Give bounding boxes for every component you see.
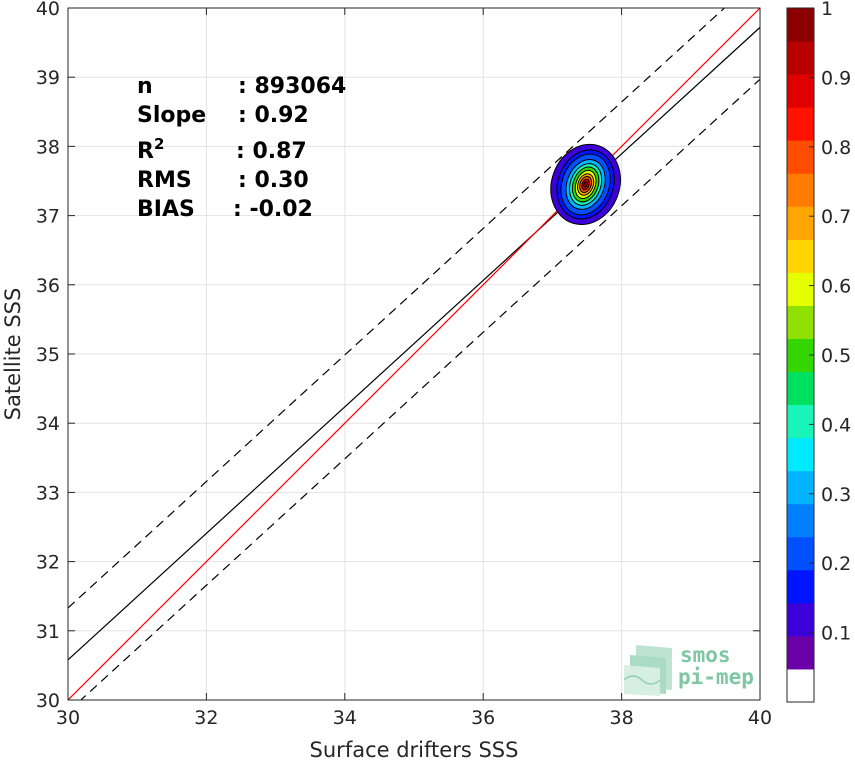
stat-label-superscript: 2 [154, 135, 164, 153]
y-tick-label: 35 [36, 344, 60, 366]
colorbar-band [787, 41, 814, 75]
y-tick-label: 34 [36, 413, 60, 435]
stat-label: Slope [137, 103, 206, 128]
colorbar-tick-label: 0.9 [821, 67, 851, 89]
colorbar-band [787, 569, 814, 604]
colorbar-band [787, 536, 814, 571]
colorbar-tick-label: 0.8 [821, 137, 851, 159]
stat-row: Slope : 0.92 [137, 103, 309, 128]
colorbar-band [787, 206, 814, 240]
y-tick-label: 40 [36, 0, 60, 20]
logo-waves-icon [623, 645, 672, 696]
stat-row: R2: 0.87 [137, 135, 307, 164]
colorbar-band [787, 437, 814, 472]
stat-label: BIAS [137, 197, 195, 222]
stat-label: n [137, 74, 153, 99]
y-tick-label: 30 [36, 690, 60, 712]
x-tick-label: 34 [333, 707, 357, 729]
colorbar-band [787, 404, 814, 439]
reference-lines [68, 8, 760, 700]
colorbar-band [787, 239, 814, 273]
colorbar-band [787, 74, 814, 108]
grid [67, 7, 761, 701]
y-tick-label: 32 [36, 552, 60, 574]
y-axis-ticks: 30 31 32 33 34 35 36 37 38 39 40 [36, 0, 760, 712]
colorbar-tick-label: 0.2 [821, 553, 851, 575]
y-tick-label: 37 [36, 206, 60, 228]
lower-bound-dashed-line [79, 78, 760, 700]
colorbar-band [787, 635, 814, 670]
colorbar-band [787, 107, 814, 141]
y-tick-label: 36 [36, 275, 60, 297]
x-axis-label: Surface drifters SSS [310, 738, 519, 762]
stat-row: n : 893064 [137, 74, 346, 99]
colorbar-tick-label: 0.4 [821, 414, 851, 436]
x-tick-label: 30 [56, 707, 80, 729]
colorbar-band [787, 668, 814, 703]
x-axis-ticks: 30 32 34 36 38 40 [56, 8, 772, 729]
colorbar-tick-label: 0.1 [821, 623, 851, 645]
stat-label: RMS [137, 168, 192, 193]
y-tick-label: 31 [36, 621, 60, 643]
colorbar-band [787, 173, 814, 207]
smos-pi-mep-logo: smos pi-mep [623, 643, 754, 696]
identity-line [68, 8, 760, 700]
upper-bound-dashed-line [68, 8, 726, 609]
stat-value: : -0.02 [233, 197, 313, 222]
colorbar-band [787, 272, 814, 306]
stat-row: RMS : 0.30 [137, 168, 309, 193]
y-tick-label: 39 [36, 67, 60, 89]
x-tick-label: 36 [471, 707, 495, 729]
y-tick-label: 33 [36, 482, 60, 504]
density-contours [550, 143, 621, 226]
colorbar-band [787, 140, 814, 174]
colorbar-tick-label: 0.5 [821, 345, 851, 367]
x-tick-label: 32 [194, 707, 218, 729]
stat-value: : 0.30 [238, 168, 309, 193]
colorbar-band [787, 8, 814, 42]
stat-row: BIAS : -0.02 [137, 197, 313, 222]
colorbar-tick-label: 0.6 [821, 276, 851, 298]
density-contour [583, 181, 588, 188]
stat-value: : 0.87 [236, 139, 307, 164]
regression-line [68, 26, 760, 661]
colorbar-band [787, 470, 814, 505]
logo-text-smos: smos [680, 643, 731, 667]
stat-value: : 893064 [238, 74, 346, 99]
colorbar-band [787, 305, 814, 339]
y-axis-label: Satellite SSS [1, 288, 25, 421]
y-tick-label: 38 [36, 136, 60, 158]
colorbar-tick-label: 1 [821, 0, 833, 20]
x-tick-label: 40 [748, 707, 772, 729]
colorbar-band [787, 371, 814, 406]
stat-value: : 0.92 [238, 103, 309, 128]
colorbar-band [787, 602, 814, 637]
colorbar-band [787, 503, 814, 538]
colorbar-tick-label: 0.7 [821, 206, 851, 228]
x-tick-label: 38 [610, 707, 634, 729]
logo-text-pi-mep: pi-mep [678, 665, 754, 689]
colorbar-tick-label: 0.3 [821, 484, 851, 506]
colorbar: 0.1 0.2 0.3 0.4 0.5 0.6 0.7 0.8 0.9 1 [786, 0, 851, 703]
